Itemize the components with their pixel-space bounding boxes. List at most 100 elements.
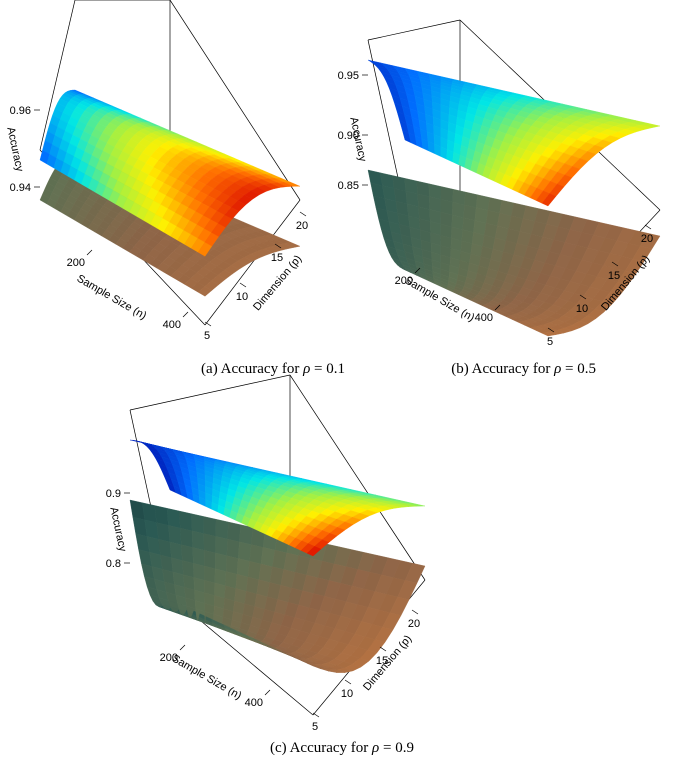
z-tick-label: 0.85: [338, 180, 359, 192]
x-tick: [182, 311, 189, 318]
surface-facet: [179, 527, 193, 548]
box-edge: [39, 0, 76, 151]
z-axis-label: Accuracy: [4, 126, 25, 173]
y-tick-label: 20: [296, 220, 308, 232]
surfaces: [39, 89, 301, 297]
y-tick-label: 10: [341, 688, 353, 700]
y-tick: [547, 327, 555, 333]
surface-facet: [237, 541, 252, 562]
z-tick-label: 0.94: [10, 182, 31, 194]
box-edge: [204, 199, 301, 326]
x-tick: [494, 304, 501, 311]
surface-facet: [367, 169, 383, 186]
panel-c: (c) Accuracy for ρ = 0.9 0.8 0.9 Accuracy 2…: [106, 374, 426, 756]
box-edge: [129, 374, 291, 411]
y-tick: [239, 282, 247, 288]
surface-facet: [203, 533, 216, 554]
panel-b: (b) Accuracy for ρ = 0.5 0.850.900.95Acc…: [338, 19, 661, 377]
box-edge: [169, 0, 301, 201]
x-tick: [86, 249, 93, 256]
y-tick: [579, 294, 587, 300]
box-edge: [367, 19, 461, 41]
surface-facet: [203, 550, 216, 569]
x-tick: [264, 689, 271, 696]
surface-facet: [197, 242, 213, 257]
surface-facet: [249, 544, 264, 565]
surface-facet: [306, 546, 322, 557]
x-tick-label: 200: [395, 275, 413, 287]
surface-facet: [235, 573, 249, 592]
y-tick: [312, 712, 320, 718]
surface-facet: [197, 286, 213, 297]
surface-facet: [191, 530, 205, 551]
y-tick-label: 15: [608, 270, 620, 282]
y-tick-label: 5: [547, 336, 553, 348]
y-tick-label: 10: [576, 303, 588, 315]
z-tick-label: 0.9: [106, 488, 121, 500]
z-tick-label: 0.90: [338, 130, 359, 142]
surfaces: [129, 439, 426, 673]
caption-c: (c) Accuracy for ρ = 0.9: [270, 740, 414, 756]
y-tick-label: 10: [236, 291, 248, 303]
surface-facet: [203, 516, 217, 537]
surface-facet: [166, 507, 181, 529]
upper-surface: [367, 59, 661, 207]
y-tick: [379, 646, 387, 652]
x-tick-label: 400: [245, 697, 263, 709]
x-axis-label: Sample Size (n): [170, 653, 244, 703]
surface-facet: [214, 568, 227, 587]
y-tick-label: 20: [408, 618, 420, 630]
y-tick-label: 5: [204, 330, 210, 342]
y-tick: [274, 243, 282, 249]
surface-facet: [192, 547, 205, 567]
y-tick: [204, 321, 212, 327]
y-tick-label: 5: [312, 721, 318, 733]
x-tick: [179, 644, 186, 651]
upper-surface: [129, 439, 426, 557]
y-tick: [411, 609, 419, 615]
surface-facet: [154, 505, 169, 526]
y-tick: [299, 211, 307, 217]
surface-facet: [226, 538, 240, 559]
surface-facet: [239, 524, 254, 545]
y-tick: [344, 679, 352, 685]
y-tick-label: 20: [641, 233, 653, 245]
surface-facet: [215, 519, 229, 540]
z-axis-label: Accuracy: [107, 506, 128, 553]
surface-facet: [541, 193, 557, 207]
surface-facet: [227, 521, 241, 543]
z-tick-label: 0.96: [10, 105, 31, 117]
surface-facet: [178, 510, 193, 532]
surfaces: [367, 59, 661, 337]
x-tick-label: 400: [163, 319, 181, 331]
panel-a: (a) Accuracy for ρ = 0.1 0.94 0.96 Accurac…: [4, 0, 345, 377]
caption-b: (b) Accuracy for ρ = 0.5: [451, 361, 596, 377]
upper-surface: [39, 89, 301, 257]
y-tick-label: 15: [271, 252, 283, 264]
surface-facet: [191, 513, 205, 534]
surface-facet: [225, 555, 239, 575]
lower-surface: [367, 169, 661, 337]
y-tick: [644, 224, 652, 230]
surface-facet: [306, 663, 322, 670]
x-tick-label: 400: [475, 312, 493, 324]
x-tick: [414, 267, 421, 274]
z-tick-label: 0.8: [106, 558, 121, 570]
x-tick-label: 200: [67, 257, 85, 269]
surface-facet: [541, 331, 557, 337]
surface-facet: [168, 525, 182, 546]
lower-surface: [129, 499, 426, 673]
surface-facet: [215, 536, 228, 557]
surface-facet: [236, 558, 250, 578]
y-tick: [611, 261, 619, 267]
surface-facet: [247, 561, 262, 580]
caption-a: (a) Accuracy for ρ = 0.1: [201, 361, 345, 377]
surface-facet: [214, 552, 228, 572]
surface-facet: [225, 571, 238, 589]
z-tick-label: 0.95: [338, 70, 359, 82]
x-axis-label: Sample Size (n): [75, 273, 149, 323]
y-tick-label: 15: [376, 655, 388, 667]
box-edge: [289, 374, 426, 581]
x-tick-label: 200: [160, 652, 178, 664]
